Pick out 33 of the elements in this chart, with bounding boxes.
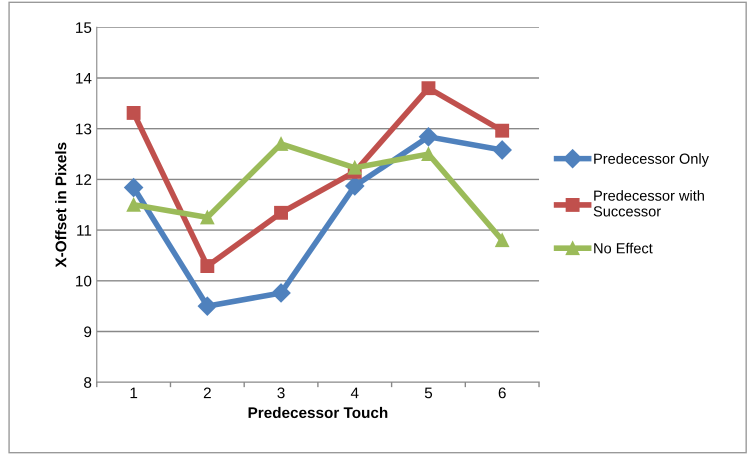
legend-label: No Effect — [594, 242, 653, 254]
y-tick-label: 11 — [77, 225, 92, 236]
y-tick-label: 13 — [76, 124, 92, 134]
point — [495, 233, 510, 248]
y-tick-label: 9 — [84, 326, 92, 338]
point — [200, 259, 214, 274]
point — [422, 81, 436, 96]
x-tick-label: 6 — [498, 387, 506, 398]
y-tick-label: 15 — [76, 22, 92, 33]
point — [200, 210, 214, 224]
y-tick-label: 10 — [76, 276, 92, 286]
point — [418, 127, 438, 146]
y-tick-label: 8 — [84, 377, 92, 388]
legend-label: Predecessor with Successor — [594, 190, 704, 217]
y-tick-label: 12 — [76, 174, 92, 185]
y-axis-title: X-Offset in Pixels — [55, 142, 66, 268]
point — [124, 178, 144, 198]
x-tick-label: 5 — [424, 388, 432, 398]
point — [126, 198, 141, 212]
point — [274, 206, 288, 220]
x-tick-label: 3 — [277, 387, 285, 398]
point — [492, 140, 512, 160]
point — [272, 283, 291, 302]
point — [495, 124, 510, 138]
y-tick-label: 14 — [76, 73, 92, 84]
x-tick-label: 1 — [130, 388, 138, 398]
x-axis-title: Predecessor Touch — [248, 406, 388, 418]
legend-label: Predecessor Only — [594, 153, 709, 167]
x-tick-label: 4 — [350, 388, 359, 398]
point — [198, 296, 217, 316]
point — [348, 160, 362, 175]
point — [126, 106, 141, 120]
x-tick-label: 2 — [204, 387, 211, 398]
